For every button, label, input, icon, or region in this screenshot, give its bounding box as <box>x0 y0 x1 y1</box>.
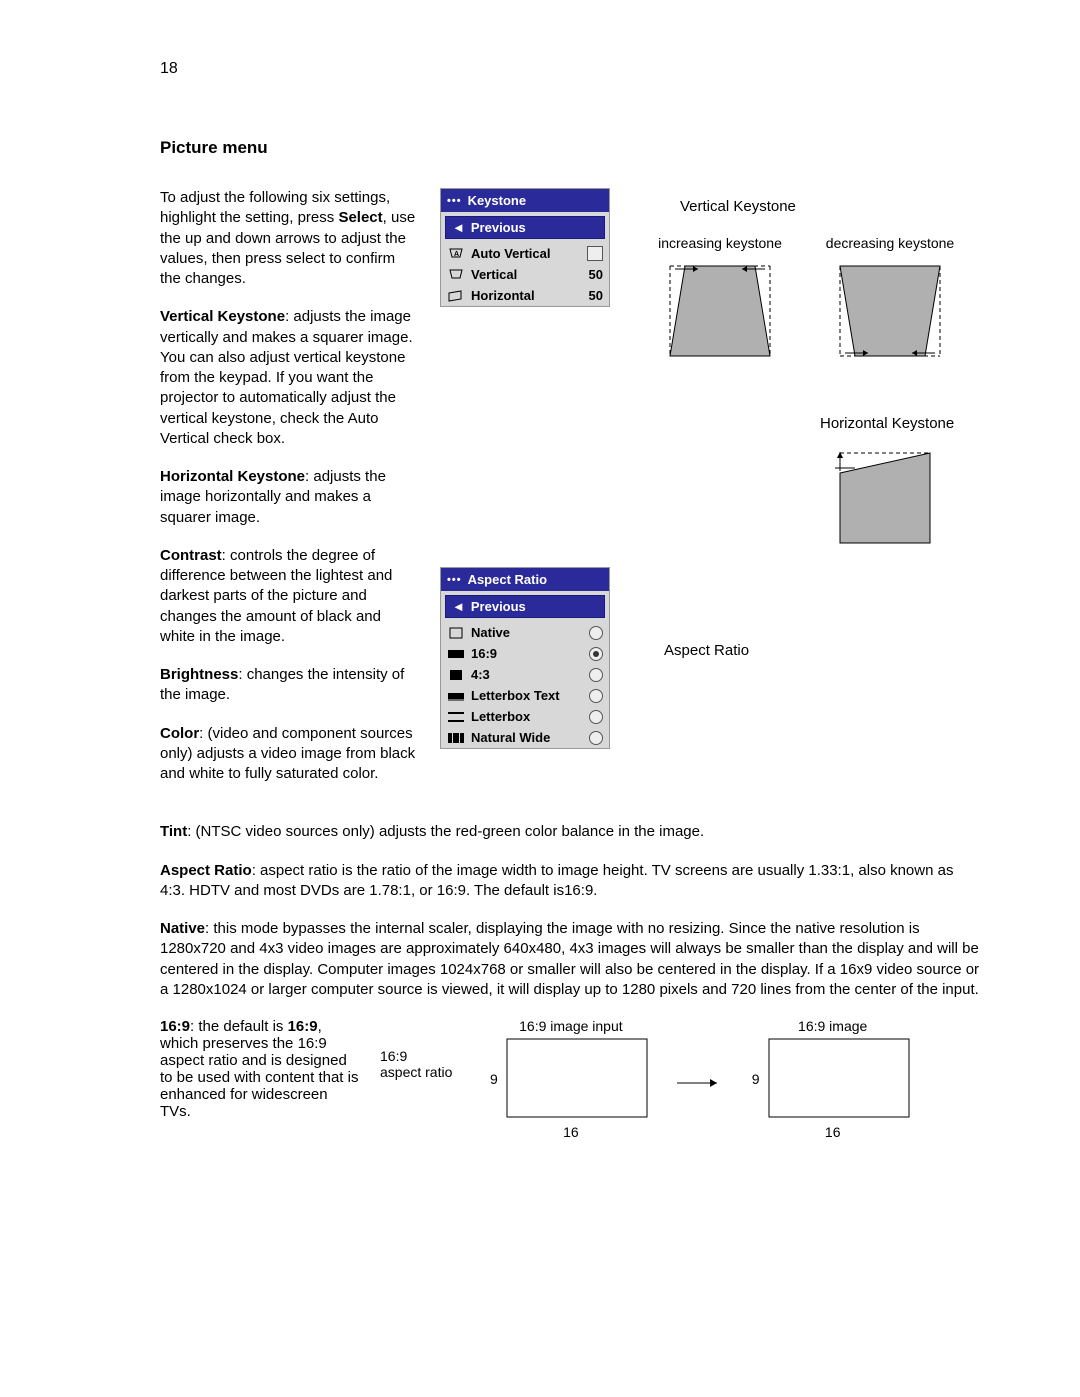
aspect-menu: ••• Aspect Ratio ◄ Previous Native 16:9 <box>440 567 610 749</box>
aspect-natural-wide[interactable]: Natural Wide <box>441 727 609 748</box>
aspect-menu-header: ••• Aspect Ratio <box>441 568 609 591</box>
sixteen-nine-caption: 16:9 aspect ratio <box>380 1048 470 1080</box>
letterbox-text-label: Letterbox Text <box>471 688 583 703</box>
vk-text: : adjusts the image vertically and makes… <box>160 308 413 447</box>
color-label: Color <box>160 725 199 742</box>
letterbox-text-icon <box>447 689 465 703</box>
auto-vertical-label: Auto Vertical <box>471 246 581 261</box>
brightness-para: Brightness: changes the intensity of the… <box>160 665 420 706</box>
natural-wide-radio[interactable] <box>589 731 603 745</box>
four-three-icon <box>447 668 465 682</box>
page-title: Picture menu <box>160 138 980 158</box>
aspect-16-9[interactable]: 16:9 <box>441 643 609 664</box>
keystone-previous-label: Previous <box>471 220 526 235</box>
keystone-menu-header: ••• Keystone <box>441 189 609 212</box>
sn-label1: 16:9 <box>160 1018 190 1035</box>
sn-mid: : the default is <box>190 1018 288 1035</box>
aspect-ratio-para: Aspect Ratio: aspect ratio is the ratio … <box>160 861 980 902</box>
sixteen-nine-radio[interactable] <box>589 647 603 661</box>
vk-label: Vertical Keystone <box>160 308 285 325</box>
increasing-keystone-diagram <box>650 251 790 371</box>
keystone-previous[interactable]: ◄ Previous <box>445 216 605 239</box>
tint-para: Tint: (NTSC video sources only) adjusts … <box>160 822 980 842</box>
back-arrow-icon: ◄ <box>452 599 465 614</box>
sixteen-nine-label: 16:9 <box>471 646 583 661</box>
tint-text: : (NTSC video sources only) adjusts the … <box>187 823 704 840</box>
decreasing-label: decreasing keystone <box>820 235 960 251</box>
vertical-keystone-title: Vertical Keystone <box>680 198 980 215</box>
vertical-label: Vertical <box>471 267 571 282</box>
horizontal-keystone-title: Horizontal Keystone <box>820 415 980 432</box>
native-para-text: : this mode bypasses the internal scaler… <box>160 920 979 998</box>
output-title: 16:9 image <box>752 1018 914 1034</box>
increasing-label: increasing keystone <box>650 235 790 251</box>
back-arrow-icon: ◄ <box>452 220 465 235</box>
sixteen-nine-icon <box>447 647 465 661</box>
aspect-letterbox[interactable]: Letterbox <box>441 706 609 727</box>
sixteen-nine-para: 16:9: the default is 16:9, which preserv… <box>160 1018 360 1120</box>
vertical-icon <box>447 268 465 282</box>
menu-dots-icon: ••• <box>447 574 462 586</box>
sixteen-left: 16 <box>490 1124 652 1140</box>
native-radio[interactable] <box>589 626 603 640</box>
four-three-label: 4:3 <box>471 667 583 682</box>
svg-text:A: A <box>454 251 459 258</box>
letterbox-radio[interactable] <box>589 710 603 724</box>
horizontal-value: 50 <box>577 288 603 303</box>
sixteen-right: 16 <box>752 1124 914 1140</box>
nine-left: 9 <box>490 1071 498 1087</box>
natural-wide-label: Natural Wide <box>471 730 583 745</box>
tint-label: Tint <box>160 823 187 840</box>
nine-right: 9 <box>752 1071 760 1087</box>
vertical-value: 50 <box>577 267 603 282</box>
intro-text: To adjust the following six settings, hi… <box>160 188 420 289</box>
contrast-label: Contrast <box>160 547 222 564</box>
aspect-4-3[interactable]: 4:3 <box>441 664 609 685</box>
native-para-label: Native <box>160 920 205 937</box>
native-icon <box>447 626 465 640</box>
auto-vertical-checkbox[interactable] <box>587 246 603 261</box>
intro-select: Select <box>338 209 382 226</box>
contrast-para: Contrast: controls the degree of differe… <box>160 546 420 647</box>
horizontal-label: Horizontal <box>471 288 571 303</box>
sn-label2: 16:9 <box>288 1018 318 1035</box>
aspect-native[interactable]: Native <box>441 622 609 643</box>
keystone-horizontal[interactable]: Horizontal 50 <box>441 285 609 306</box>
horizontal-keystone-diagram <box>820 438 960 558</box>
hk-label: Horizontal Keystone <box>160 468 305 485</box>
letterbox-icon <box>447 710 465 724</box>
native-label: Native <box>471 625 583 640</box>
aspect-menu-title: Aspect Ratio <box>468 572 547 587</box>
menu-dots-icon: ••• <box>447 195 462 207</box>
ar-label: Aspect Ratio <box>160 862 252 879</box>
auto-vertical-icon: A <box>447 247 465 261</box>
ar-text: : aspect ratio is the ratio of the image… <box>160 862 953 899</box>
natural-wide-icon <box>447 731 465 745</box>
input-box <box>502 1034 652 1124</box>
keystone-vertical[interactable]: Vertical 50 <box>441 264 609 285</box>
color-text: : (video and component sources only) adj… <box>160 725 415 783</box>
output-box <box>764 1034 914 1124</box>
horizontal-icon <box>447 289 465 303</box>
brightness-label: Brightness <box>160 666 238 683</box>
keystone-menu: ••• Keystone ◄ Previous A Auto Vertical <box>440 188 610 307</box>
vertical-keystone-para: Vertical Keystone: adjusts the image ver… <box>160 307 420 449</box>
keystone-auto-vertical[interactable]: A Auto Vertical <box>441 243 609 264</box>
letterbox-text-radio[interactable] <box>589 689 603 703</box>
native-para: Native: this mode bypasses the internal … <box>160 919 980 1000</box>
arrow-icon <box>672 1038 732 1128</box>
horizontal-keystone-para: Horizontal Keystone: adjusts the image h… <box>160 467 420 528</box>
aspect-previous-label: Previous <box>471 599 526 614</box>
color-para: Color: (video and component sources only… <box>160 724 420 785</box>
decreasing-keystone-diagram <box>820 251 960 371</box>
aspect-letterbox-text[interactable]: Letterbox Text <box>441 685 609 706</box>
page-number: 18 <box>160 60 980 78</box>
four-three-radio[interactable] <box>589 668 603 682</box>
keystone-menu-title: Keystone <box>468 193 527 208</box>
aspect-previous[interactable]: ◄ Previous <box>445 595 605 618</box>
letterbox-label: Letterbox <box>471 709 583 724</box>
aspect-ratio-label: Aspect Ratio <box>664 642 980 659</box>
input-title: 16:9 image input <box>490 1018 652 1034</box>
